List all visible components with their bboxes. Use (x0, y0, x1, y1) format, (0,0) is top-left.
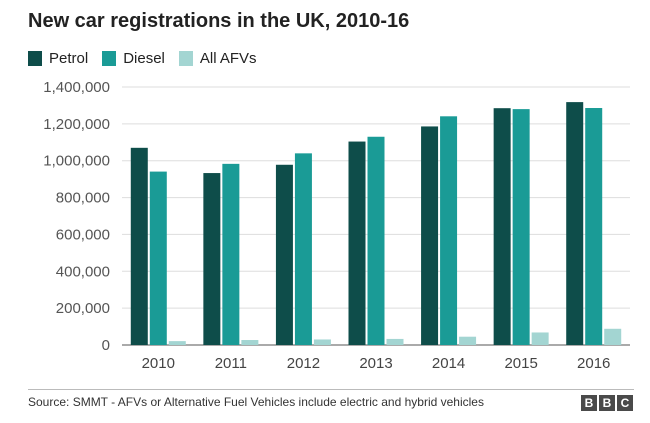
bar-petrol-2011 (203, 173, 221, 345)
bbc-logo-letter: B (599, 395, 615, 411)
bar-petrol-2012 (275, 164, 293, 345)
y-tick-label: 0 (102, 337, 110, 354)
y-tick-label: 400,000 (56, 263, 110, 280)
legend-swatch-petrol (28, 51, 42, 66)
bar-all-afvs-2015 (531, 332, 549, 345)
bar-petrol-2016 (566, 102, 584, 346)
chart-legend: Petrol Diesel All AFVs (28, 50, 271, 67)
x-tick-label: 2010 (142, 355, 175, 372)
bbc-logo-letter: C (617, 395, 633, 411)
bar-diesel-2010 (149, 171, 167, 345)
legend-swatch-afvs (178, 51, 193, 66)
bar-all-afvs-2011 (241, 340, 259, 345)
legend-item-diesel: Diesel (102, 50, 165, 67)
bar-all-afvs-2012 (313, 339, 331, 345)
bar-petrol-2015 (493, 108, 511, 345)
bar-diesel-2015 (512, 109, 530, 345)
bar-all-afvs-2014 (459, 336, 477, 345)
legend-swatch-diesel (102, 51, 117, 66)
y-tick-label: 200,000 (56, 300, 110, 317)
footer-divider (28, 389, 634, 390)
chart-title: New car registrations in the UK, 2010-16 (28, 10, 410, 32)
x-tick-label: 2015 (504, 355, 537, 372)
legend-label-diesel: Diesel (123, 50, 165, 67)
y-tick-label: 1,000,000 (43, 153, 110, 170)
x-tick-label: 2013 (359, 355, 392, 372)
x-tick-label: 2014 (432, 355, 465, 372)
bar-diesel-2016 (585, 108, 603, 345)
legend-item-petrol: Petrol (28, 50, 88, 67)
x-tick-label: 2011 (215, 355, 247, 372)
x-tick-label: 2012 (287, 355, 320, 372)
bar-all-afvs-2016 (604, 328, 622, 345)
bar-diesel-2011 (222, 163, 240, 345)
x-tick-label: 2016 (577, 355, 610, 372)
legend-item-afvs: All AFVs (178, 50, 257, 67)
source-note: Source: SMMT - AFVs or Alternative Fuel … (28, 395, 484, 409)
bar-diesel-2012 (294, 153, 312, 345)
bar-diesel-2013 (367, 136, 385, 345)
bar-all-afvs-2010 (168, 341, 186, 345)
bbc-logo-letter: B (581, 395, 597, 411)
bar-all-afvs-2013 (386, 338, 404, 345)
bar-petrol-2013 (348, 141, 366, 345)
bar-diesel-2014 (440, 116, 458, 346)
y-tick-label: 1,400,000 (43, 79, 110, 96)
y-tick-label: 1,200,000 (43, 116, 110, 133)
bbc-logo: B B C (579, 395, 633, 411)
y-tick-label: 800,000 (56, 190, 110, 207)
bar-petrol-2014 (421, 126, 439, 346)
legend-label-petrol: Petrol (49, 50, 89, 67)
bar-petrol-2010 (130, 147, 148, 345)
legend-label-afvs: All AFVs (199, 50, 257, 67)
y-tick-label: 600,000 (56, 226, 110, 243)
